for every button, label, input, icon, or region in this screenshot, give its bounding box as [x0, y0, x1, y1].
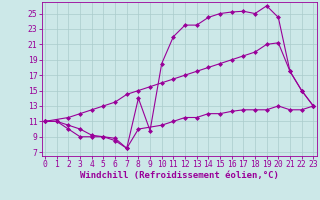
X-axis label: Windchill (Refroidissement éolien,°C): Windchill (Refroidissement éolien,°C) [80, 171, 279, 180]
